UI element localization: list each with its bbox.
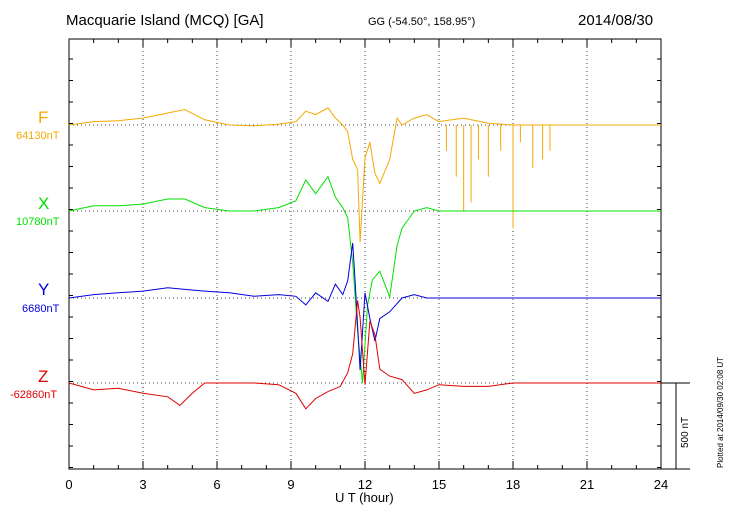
x-tick-label: 18 [506, 477, 520, 492]
x-tick-label: 24 [654, 477, 668, 492]
x-tick-label: 12 [358, 477, 372, 492]
plot-date: 2014/08/30 [578, 12, 654, 29]
x-tick-label: 21 [580, 477, 594, 492]
x-axis-label: U T (hour) [335, 490, 394, 505]
scale-bar-label: 500 nT [680, 416, 691, 448]
station-title: Macquarie Island (MCQ) [GA] [66, 12, 264, 29]
x-tick-label: 0 [65, 477, 72, 492]
component-f-baseline: 64130nT [16, 130, 60, 142]
plot-timestamp-note: Plotted at 2014/09/30 02:08 UT [716, 356, 725, 468]
component-x-label: X [38, 194, 50, 213]
trace-y [68, 242, 661, 371]
x-tick-label: 9 [287, 477, 294, 492]
component-y-label: Y [38, 280, 50, 299]
component-z-baseline: -62860nT [10, 389, 58, 401]
component-z-label: Z [38, 367, 49, 386]
trace-x [68, 175, 661, 384]
x-tick-label: 6 [213, 477, 220, 492]
x-tick-label: 15 [432, 477, 446, 492]
component-x-baseline: 10780nT [16, 216, 60, 228]
trace-z [68, 300, 661, 410]
station-coordinates: GG (-54.50°, 158.95°) [368, 16, 476, 28]
trace-f [68, 107, 661, 243]
x-tick-label: 3 [139, 477, 146, 492]
component-f-label: F [38, 108, 49, 127]
component-y-baseline: 6680nT [22, 303, 60, 315]
